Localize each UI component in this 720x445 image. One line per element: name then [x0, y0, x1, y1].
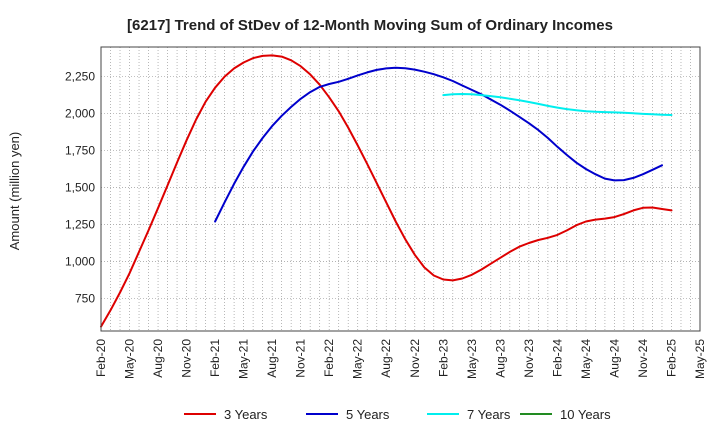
series-line-3-years — [100, 54, 673, 328]
x-tick-label: Aug-20 — [151, 339, 165, 378]
x-tick-label: May-25 — [693, 339, 707, 379]
series-line-5-years — [214, 66, 663, 223]
x-tick-label: Nov-22 — [408, 339, 422, 378]
x-tick-label: Feb-20 — [94, 339, 108, 377]
y-tick-label: 2,250 — [65, 70, 95, 84]
series-lines — [100, 54, 673, 328]
chart-title: [6217] Trend of StDev of 12-Month Moving… — [127, 17, 613, 34]
x-axis-ticks: Feb-20 May-20 Aug-20 Nov-20 Feb-21 May-21 Aug-… — [94, 339, 707, 379]
x-tick-label: Aug-22 — [379, 339, 393, 378]
x-tick-label: Feb-24 — [550, 339, 564, 377]
y-tick-label: 1,250 — [65, 218, 95, 232]
x-tick-label: May-24 — [579, 339, 593, 379]
x-tick-label: May-20 — [123, 339, 137, 379]
x-tick-label: Nov-20 — [180, 339, 194, 378]
y-tick-label: 1,000 — [65, 254, 95, 268]
x-tick-label: Nov-21 — [294, 339, 308, 378]
x-tick-label: May-22 — [351, 339, 365, 379]
legend-label: 3 Years — [224, 407, 268, 422]
grid-lines — [100, 47, 701, 331]
legend-label: 7 Years — [467, 407, 511, 422]
x-tick-label: Aug-24 — [607, 339, 621, 378]
series-line-7-years — [442, 93, 673, 116]
x-tick-label: May-23 — [465, 339, 479, 379]
y-tick-label: 2,000 — [65, 107, 95, 121]
y-tick-label: 1,500 — [65, 181, 95, 195]
y-tick-label: 1,750 — [65, 144, 95, 158]
x-tick-label: Nov-23 — [522, 339, 536, 378]
x-tick-label: Feb-21 — [208, 339, 222, 377]
y-axis-label: Amount (million yen) — [7, 132, 22, 251]
legend-label: 10 Years — [560, 407, 611, 422]
x-tick-label: Feb-23 — [436, 339, 450, 377]
plot-area — [100, 46, 701, 332]
x-tick-label: Nov-24 — [636, 339, 650, 378]
y-tick-label: 750 — [75, 291, 95, 305]
x-tick-label: Feb-22 — [322, 339, 336, 377]
x-tick-label: Feb-25 — [664, 339, 678, 377]
x-tick-label: Aug-21 — [265, 339, 279, 378]
x-tick-label: Aug-23 — [493, 339, 507, 378]
legend: 3 Years 5 Years 7 Years 10 Years — [184, 407, 611, 422]
x-tick-label: May-21 — [237, 339, 251, 379]
legend-label: 5 Years — [346, 407, 390, 422]
y-axis-ticks: 750 1,000 1,250 1,500 1,750 2,000 2,250 — [65, 70, 95, 306]
